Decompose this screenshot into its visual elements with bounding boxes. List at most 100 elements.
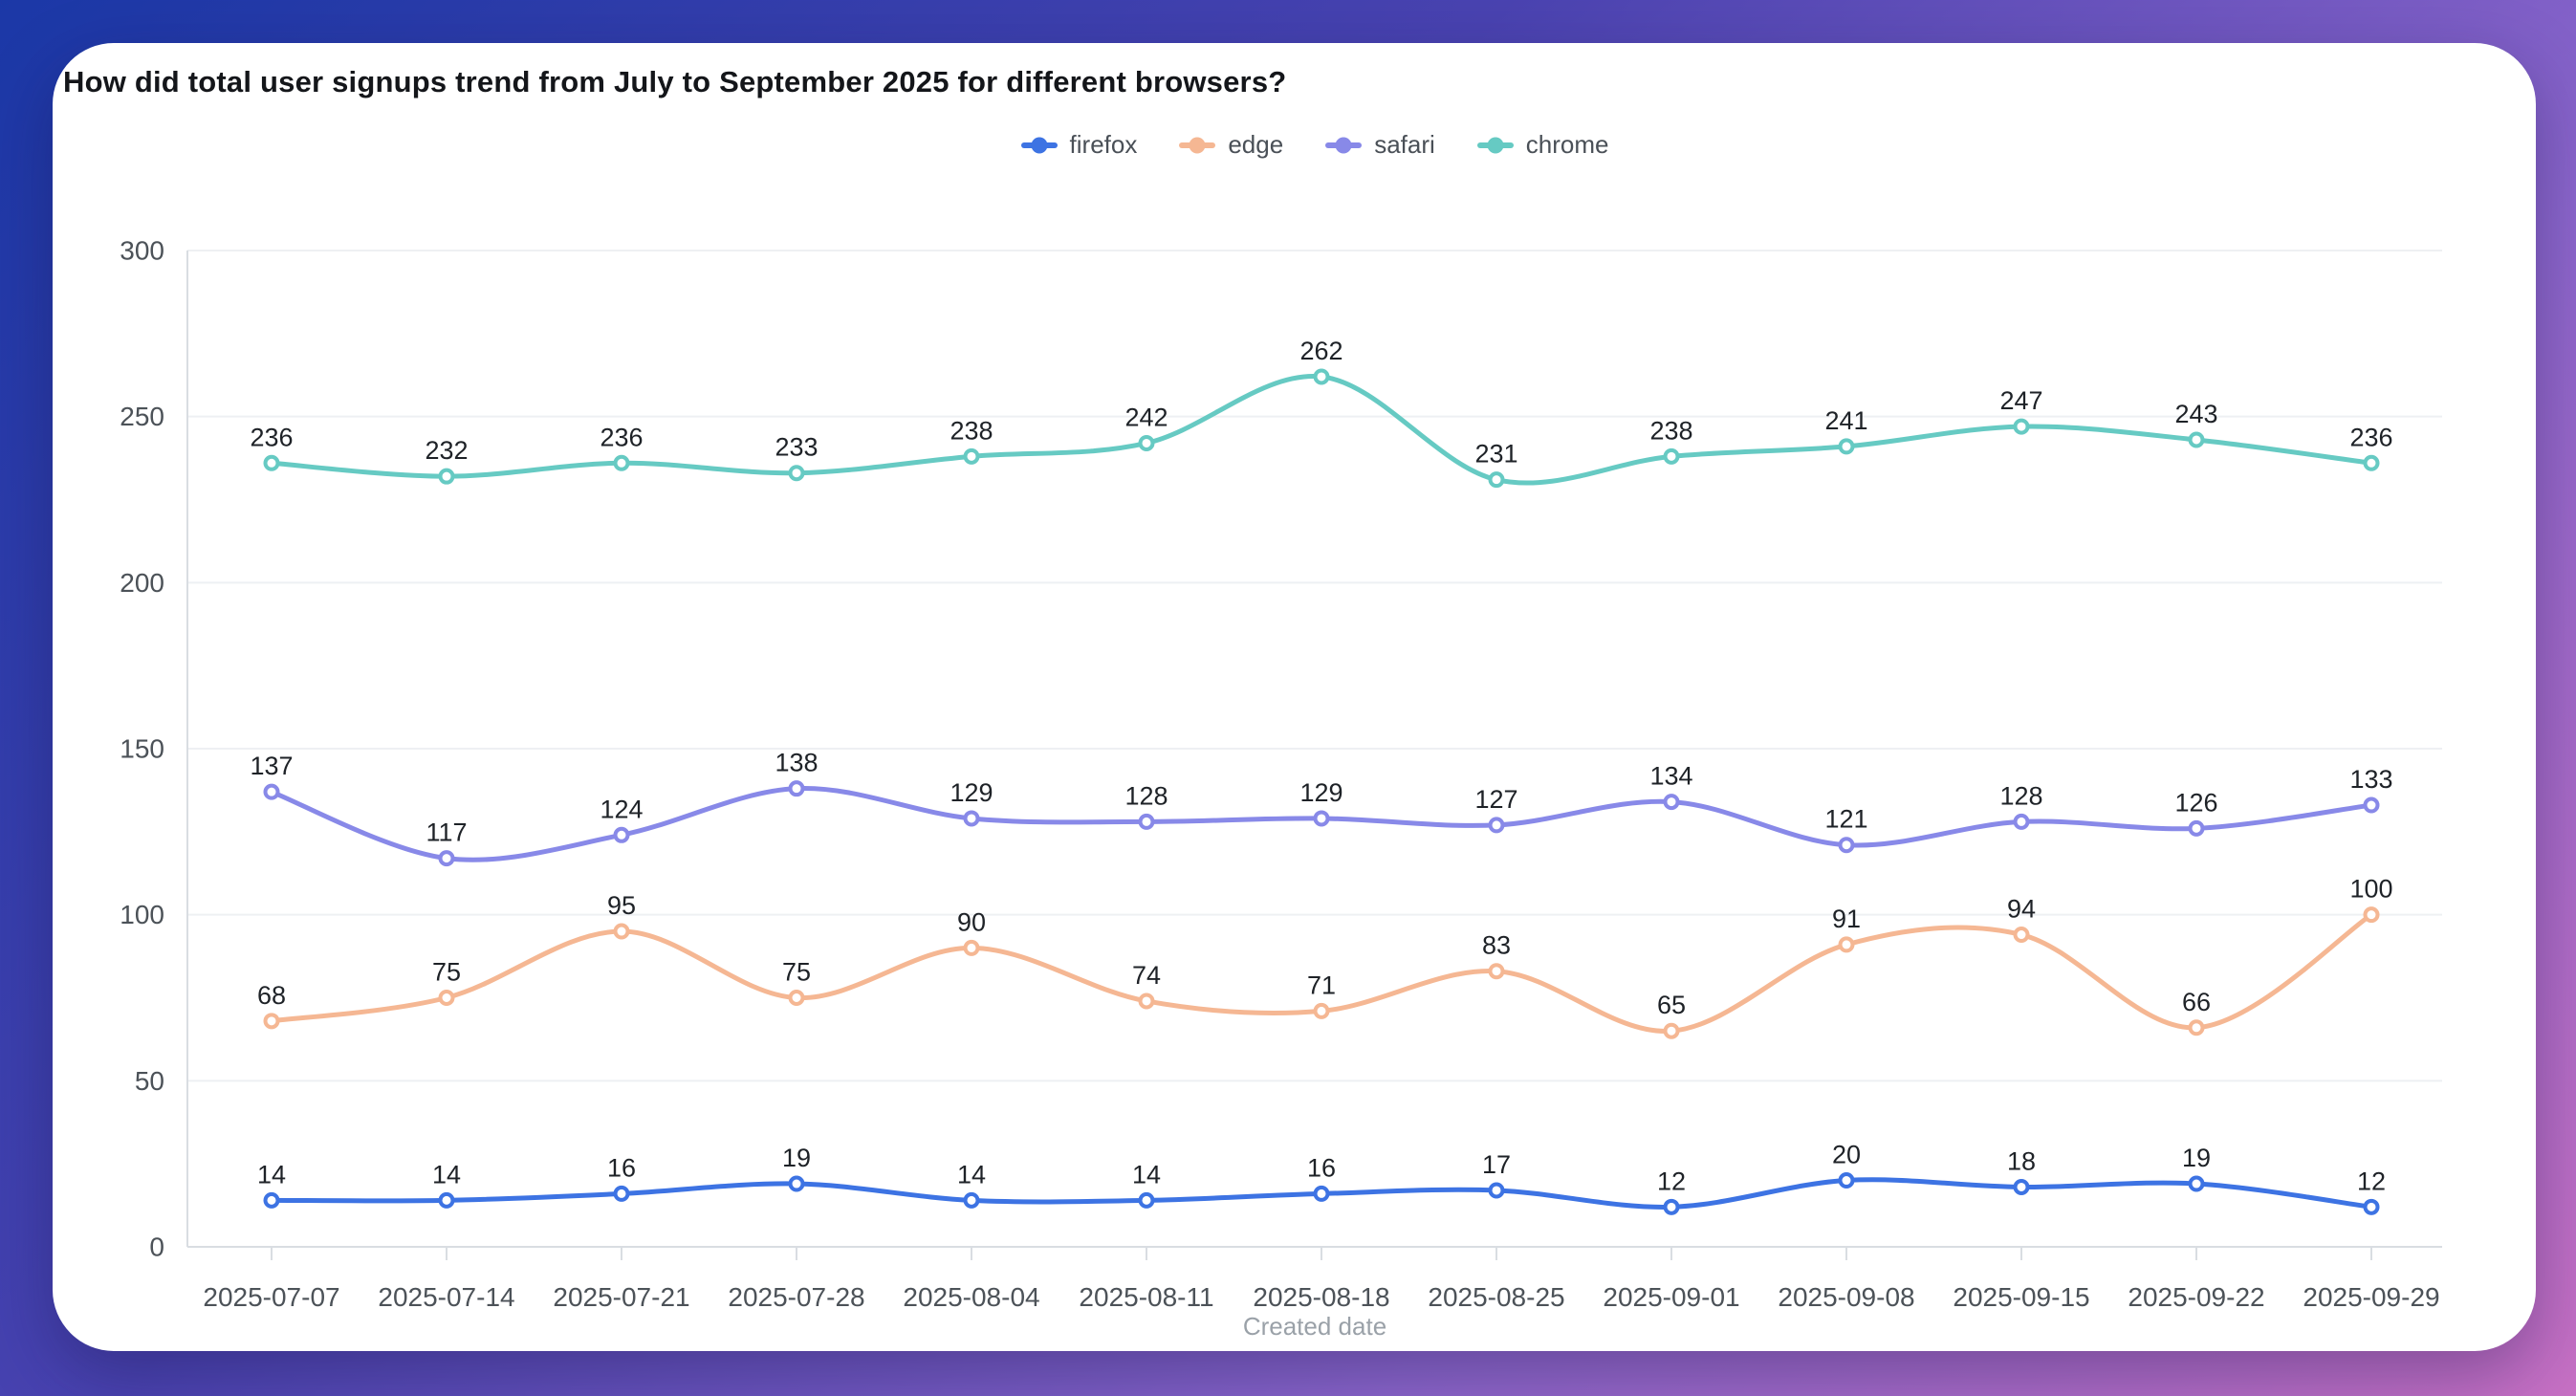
data-point-label: 71 [1307,971,1336,999]
data-point-safari [263,783,280,800]
data-point-edge [1488,963,1505,980]
data-point-label: 68 [257,981,286,1010]
data-point-label: 117 [426,818,467,847]
data-point-chrome [438,468,455,485]
data-point-edge [2363,906,2380,924]
data-point-label: 66 [2182,988,2211,1016]
data-point-firefox [1488,1182,1505,1199]
data-point-label: 236 [600,423,643,451]
data-point-label: 129 [950,778,993,807]
data-point-label: 126 [2174,788,2217,817]
data-point-label: 128 [1999,781,2042,810]
x-axis-title: Created date [1243,1312,1386,1341]
data-point-label: 247 [1999,386,2042,415]
data-point-edge [438,990,455,1006]
data-point-edge [1663,1022,1680,1039]
data-point-edge [1138,992,1155,1010]
x-axis-label: 2025-07-21 [553,1282,689,1312]
data-point-safari [1488,817,1505,834]
legend-dot-icon [1189,137,1206,153]
data-point-label: 90 [957,907,986,936]
data-point-label: 134 [1649,762,1692,791]
data-point-safari [963,810,980,827]
y-axis-label: 100 [120,900,164,929]
legend-marker-icon [1325,137,1363,153]
x-axis-label: 2025-09-01 [1603,1282,1739,1312]
x-axis-label: 2025-08-25 [1428,1282,1564,1312]
x-axis-label: 2025-08-04 [903,1282,1039,1312]
data-point-label: 75 [782,958,811,987]
data-point-label: 232 [425,436,468,465]
data-point-label: 16 [1307,1153,1336,1182]
data-point-label: 100 [2349,875,2392,904]
data-point-chrome [963,447,980,465]
data-point-label: 14 [432,1160,461,1189]
legend-label: chrome [1525,130,1609,159]
data-point-edge [1313,1002,1330,1019]
legend-dot-icon [1487,137,1504,153]
data-point-label: 138 [775,749,818,777]
data-point-chrome [1663,447,1680,465]
data-point-label: 14 [957,1160,986,1189]
legend-dot-icon [1031,137,1048,153]
data-point-label: 94 [2007,895,2036,924]
series-line-chrome [269,374,2374,486]
legend-item-safari[interactable]: safari [1325,130,1435,160]
data-point-chrome [1838,438,1855,455]
data-point-safari [1838,837,1855,854]
data-point-safari [1138,813,1155,830]
y-axis-label: 250 [120,402,164,431]
y-axis-label: 300 [120,236,164,266]
x-axis-label: 2025-08-18 [1253,1282,1389,1312]
data-point-label: 91 [1832,905,1861,933]
legend-label: safari [1374,130,1435,159]
data-point-label: 95 [607,891,636,920]
data-point-label: 236 [250,423,293,451]
data-point-label: 18 [2007,1146,2036,1175]
legend-item-firefox[interactable]: firefox [1020,130,1137,160]
data-point-label: 242 [1124,403,1168,431]
data-point-label: 238 [950,416,993,445]
data-point-label: 231 [1474,440,1517,469]
data-point-label: 127 [1474,785,1517,814]
data-point-label: 238 [1649,416,1692,445]
data-point-chrome [613,454,630,471]
data-point-label: 128 [1124,781,1168,810]
x-axis-label: 2025-07-14 [378,1282,514,1312]
y-axis-label: 150 [120,734,164,764]
data-point-label: 124 [600,795,643,823]
data-point-edge [1838,936,1855,953]
data-point-label: 12 [1657,1167,1686,1195]
data-point-label: 12 [2357,1167,2386,1195]
data-point-chrome [2013,418,2030,435]
data-point-label: 236 [2349,423,2392,451]
data-point-label: 83 [1482,931,1511,960]
data-point-chrome [1488,471,1505,489]
legend-dot-icon [1335,137,1352,153]
data-point-label: 16 [607,1153,636,1182]
data-point-label: 14 [257,1160,286,1189]
legend-item-chrome[interactable]: chrome [1476,130,1609,160]
data-point-label: 19 [782,1144,811,1172]
x-axis-label: 2025-07-07 [203,1282,339,1312]
data-point-label: 133 [2349,765,2392,794]
data-point-edge [2013,927,2030,944]
data-point-label: 241 [1824,406,1867,435]
data-point-safari [1313,810,1330,827]
data-point-label: 129 [1299,778,1343,807]
y-axis-label: 0 [149,1232,164,1262]
data-point-label: 121 [1824,805,1867,834]
legend-item-edge[interactable]: edge [1179,130,1283,160]
x-axis-label: 2025-09-08 [1778,1282,1914,1312]
data-point-label: 75 [432,958,461,987]
data-point-firefox [1663,1198,1680,1215]
legend-marker-icon [1179,137,1216,153]
chart-card [53,43,2536,1351]
data-point-edge [963,939,980,956]
x-axis-label: 2025-09-29 [2303,1282,2439,1312]
data-point-label: 17 [1482,1150,1511,1179]
data-point-label: 243 [2174,400,2217,428]
data-point-chrome [2188,431,2205,448]
data-point-firefox [1313,1185,1330,1202]
